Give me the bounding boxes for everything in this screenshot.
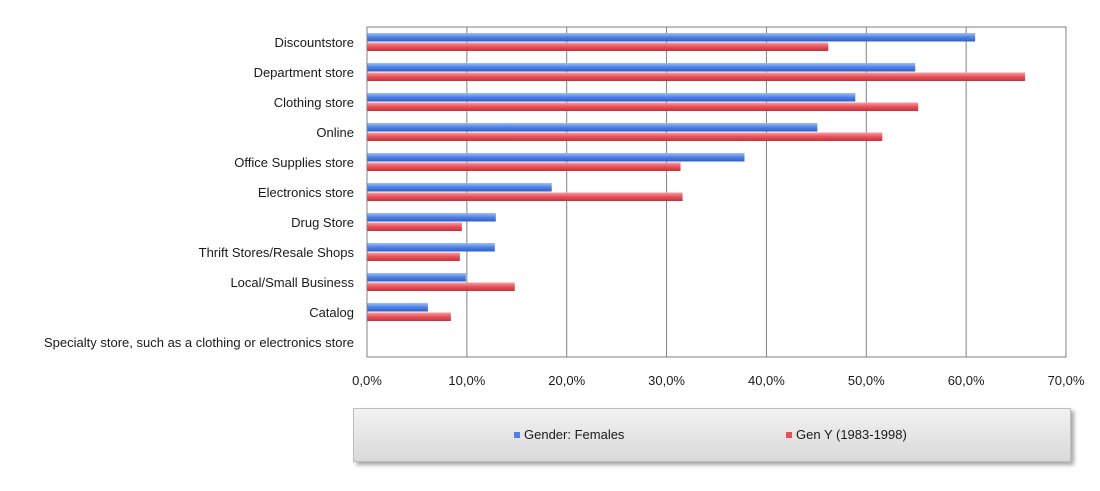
legend-item-series-1: Gender: Females <box>514 427 624 442</box>
category-label: Online <box>316 125 354 140</box>
x-tick-label: 10,0% <box>448 373 485 388</box>
bar-series-1 <box>367 123 818 132</box>
category-label: Discountstore <box>275 35 354 50</box>
legend-label-series-2: Gen Y (1983-1998) <box>796 427 907 442</box>
bar-series-1 <box>367 153 745 162</box>
plot-border <box>366 26 1067 358</box>
legend-label-series-1: Gender: Females <box>524 427 625 442</box>
category-label: Electronics store <box>258 185 354 200</box>
x-tick-label: 70,0% <box>1048 373 1085 388</box>
bar-series-2 <box>367 72 1026 81</box>
x-tick-label: 50,0% <box>848 373 885 388</box>
bar-series-1 <box>367 183 552 192</box>
bar-series-1 <box>367 303 428 312</box>
bar-series-2 <box>367 162 681 171</box>
bar-series-2 <box>367 192 683 201</box>
category-label: Office Supplies store <box>234 155 354 170</box>
category-label: Thrift Stores/Resale Shops <box>199 245 355 260</box>
bar-series-1 <box>367 213 496 222</box>
bar-series-2 <box>367 312 451 321</box>
bar-series-1 <box>367 63 916 72</box>
legend-item-series-2: Gen Y (1983-1998) <box>786 427 907 442</box>
plot-area <box>366 26 1067 358</box>
category-label: Clothing store <box>274 95 354 110</box>
bar-series-1 <box>367 243 495 252</box>
bar-series-1 <box>367 93 856 102</box>
x-tick-label: 0,0% <box>352 373 382 388</box>
bar-series-2 <box>367 132 883 141</box>
category-label: Local/Small Business <box>230 275 354 290</box>
bar-chart: Discountstore Department store Clothing st… <box>44 26 1085 388</box>
bar-series-2 <box>367 282 515 291</box>
bar-series-2 <box>367 102 919 111</box>
legend-swatch-series-2 <box>786 431 792 438</box>
legend-swatch-series-1 <box>514 431 520 438</box>
x-tick-label: 30,0% <box>648 373 685 388</box>
x-tick-label: 60,0% <box>948 373 985 388</box>
category-labels: Discountstore Department store Clothing st… <box>44 35 354 350</box>
bar-series-2 <box>367 222 462 231</box>
bar-series-2 <box>367 252 460 261</box>
category-label: Drug Store <box>291 215 354 230</box>
bar-series-1 <box>367 33 976 42</box>
category-label: Catalog <box>309 305 354 320</box>
bar-series-1 <box>367 273 466 282</box>
legend: Gender: Females Gen Y (1983-1998) <box>353 408 1071 462</box>
category-label: Specialty store, such as a clothing or e… <box>44 335 354 350</box>
category-label: Department store <box>254 65 354 80</box>
x-tick-label: 20,0% <box>548 373 585 388</box>
x-tick-label: 40,0% <box>748 373 785 388</box>
bar-series-2 <box>367 42 829 51</box>
x-tick-labels: 0,0% 10,0% 20,0% 30,0% 40,0% 50,0% 60,0% 70,0% <box>352 373 1085 388</box>
bars <box>367 33 1026 321</box>
